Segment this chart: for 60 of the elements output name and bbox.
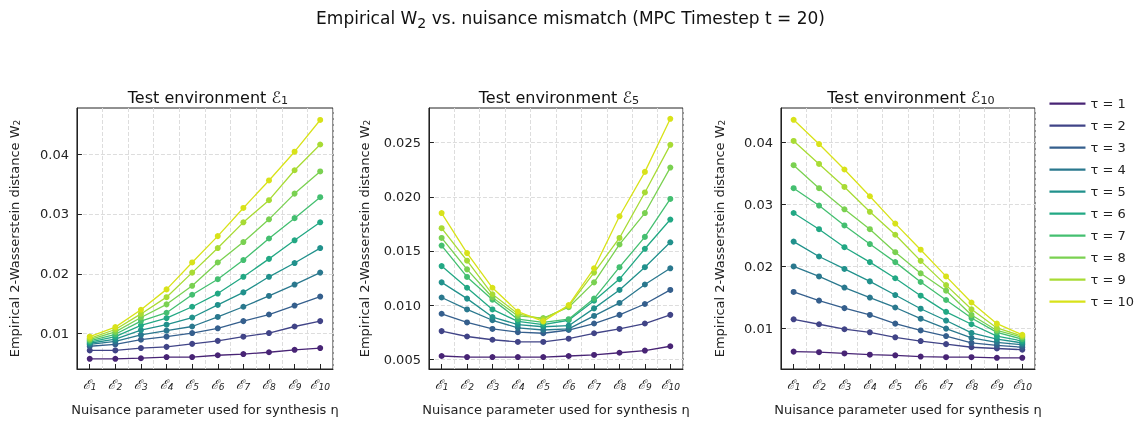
legend-label: τ = 4 [1090,162,1126,177]
legend-label: τ = 9 [1090,272,1126,287]
y-axis-title: Empirical 2-Wasserstein distance W2 [357,119,373,358]
x-tick-label: ℰ2 [108,376,123,393]
x-axis-title: Nuisance parameter used for synthesis η [71,402,339,417]
x-tick-label: ℰ5 [185,376,200,393]
y-tick-label: 0.025 [383,135,421,151]
x-tick-label: ℰ6 [561,376,576,393]
y-tick-label: 0.03 [743,196,773,212]
x-tick-label: ℰ5 [888,376,903,393]
x-tick-label: ℰ8 [612,376,627,393]
x-tick-label: ℰ8 [262,376,277,393]
y-tick-label: 0.04 [743,134,773,150]
y-tick-label: 0.01 [743,321,773,337]
legend-label: τ = 5 [1090,184,1126,199]
x-tick-label: ℰ2 [460,376,475,393]
legend-label: τ = 6 [1090,206,1126,221]
x-tick-label: ℰ3 [837,376,852,393]
y-tick-label: 0.010 [383,297,421,313]
y-axis-title: Empirical 2-Wasserstein distance W2 [7,119,23,358]
x-tick-label: ℰ8 [964,376,979,393]
x-tick-label: ℰ6 [210,376,225,393]
x-tick-label: ℰ4 [159,376,174,393]
text: Empirical W$_{2}$ vs. nuisance mismatch (MPC Timestep t = 20) [315,8,826,32]
y-tick-label: 0.03 [39,206,69,222]
x-tick-label: ℰ10 [310,376,331,393]
y-tick-label: 0.04 [39,146,69,162]
x-tick-label: ℰ9 [638,376,652,393]
x-tick-label: ℰ6 [913,376,928,393]
x-tick-label: ℰ9 [287,376,302,393]
x-tick-label: ℰ7 [939,376,954,393]
legend-label: τ = 8 [1090,250,1126,265]
legend-label: τ = 2 [1090,118,1126,133]
x-tick-label: ℰ10 [1012,376,1033,393]
y-tick-label: 0.005 [383,351,421,367]
x-tick-label: ℰ1 [82,376,97,393]
x-tick-label: ℰ2 [812,376,827,393]
y-axis-title: Empirical 2-Wasserstein distance W2 [712,119,728,358]
x-tick-label: ℰ10 [660,376,681,393]
y-tick-label: 0.02 [743,258,773,274]
y-tick-label: 0.020 [383,189,421,205]
x-tick-label: ℰ1 [786,376,801,393]
x-tick-label: ℰ7 [236,376,251,393]
x-tick-label: ℰ9 [990,376,1004,393]
legend-label: τ = 10 [1090,294,1135,309]
legend-label: τ = 1 [1090,96,1126,111]
legend-label: τ = 7 [1090,228,1126,243]
x-tick-label: ℰ4 [862,376,877,393]
x-tick-label: ℰ7 [587,376,602,393]
y-tick-label: 0.02 [39,266,69,282]
x-tick-label: ℰ5 [536,376,551,393]
x-tick-label: ℰ1 [434,376,449,393]
x-tick-label: ℰ4 [510,376,525,393]
legend-label: τ = 3 [1090,140,1126,155]
x-axis-title: Nuisance parameter used for synthesis η [422,402,690,417]
y-tick-label: 0.015 [383,243,421,259]
x-tick-label: ℰ3 [485,376,500,393]
y-tick-label: 0.01 [39,326,69,342]
x-axis-title: Nuisance parameter used for synthesis η [774,402,1042,417]
x-tick-label: ℰ3 [134,376,149,393]
